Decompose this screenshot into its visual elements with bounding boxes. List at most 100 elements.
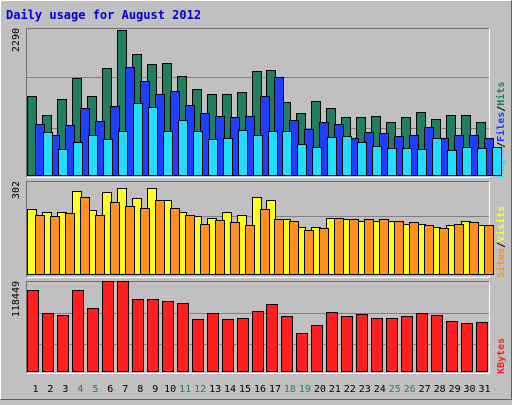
panel-hits-files-pages: 2290Pages/Files/Hits (11, 28, 507, 178)
bar-sites-day-9 (155, 200, 165, 275)
bar-sites-day-4 (80, 197, 90, 275)
bar-sites-day-18 (289, 221, 299, 275)
chart-panels: 2290Pages/Files/Hits302Sites/Visits11844… (11, 28, 507, 374)
legend-separator: / (496, 106, 507, 112)
ymax-label: 302 (11, 181, 22, 199)
day-label-8: 8 (137, 384, 143, 395)
bar-pages-day-22 (357, 142, 367, 176)
day-label-27: 27 (419, 384, 431, 395)
bar-kbytes-day-18 (281, 316, 293, 372)
bar-sites-day-16 (260, 209, 270, 275)
bar-sites-day-15 (245, 225, 255, 275)
bar-pages-day-9 (163, 131, 173, 176)
day-label-28: 28 (434, 384, 446, 395)
bar-sites-day-11 (185, 215, 195, 275)
legend-entry: Visits (495, 206, 507, 242)
day-label-14: 14 (224, 384, 236, 395)
bar-pages-day-19 (312, 147, 322, 176)
day-label-30: 30 (464, 384, 476, 395)
bar-sites-day-27 (424, 225, 434, 275)
bar-pages-day-21 (342, 136, 352, 176)
bar-sites-day-28 (439, 228, 449, 275)
bar-kbytes-day-12 (192, 319, 204, 372)
day-labels: 1 2 3 4 5 6 7 8 9 10 11 12 13 14 15 16 17 18 19 20 21 22 23 24 2… (32, 384, 490, 395)
day-label-9: 9 (152, 384, 158, 395)
day-label-4: 4 (77, 384, 83, 395)
day-label-11: 11 (179, 384, 191, 395)
bar-pages-day-4 (88, 135, 98, 176)
panel-kbytes: 118449 KBytes (11, 281, 507, 374)
day-label-31: 31 (478, 384, 490, 395)
bar-pages-day-24 (387, 148, 397, 176)
panel-visits-sites: 302 Sites/Visits (11, 181, 507, 278)
day-label-10: 10 (164, 384, 176, 395)
day-label-16: 16 (254, 384, 266, 395)
bar-sites-day-12 (200, 224, 210, 275)
bar-sites-day-30 (469, 222, 479, 275)
bar-kbytes-day-2 (42, 313, 54, 372)
bar-pages-day-28 (447, 150, 457, 176)
bar-pages-day-6 (118, 131, 128, 176)
bar-sites-day-26 (409, 222, 419, 275)
bar-pages-day-18 (297, 144, 307, 176)
bar-pages-day-14 (238, 130, 248, 176)
bar-kbytes-day-13 (207, 313, 219, 372)
day-label-5: 5 (92, 384, 98, 395)
bar-pages-day-29 (462, 147, 472, 176)
bar-pages-day-13 (223, 138, 233, 176)
bar-sites-day-19 (304, 230, 314, 275)
day-label-3: 3 (62, 384, 68, 395)
bar-kbytes-day-3 (57, 315, 69, 372)
ymax-label: 118449 (11, 281, 22, 317)
bar-sites-day-20 (319, 228, 329, 275)
bar-kbytes-day-22 (341, 316, 353, 372)
bar-kbytes-day-17 (266, 304, 278, 372)
bar-pages-day-25 (402, 148, 412, 176)
bar-kbytes-day-25 (386, 318, 398, 372)
bar-kbytes-day-24 (371, 318, 383, 372)
bar-kbytes-day-19 (296, 333, 308, 372)
bar-sites-day-22 (349, 219, 359, 275)
bar-sites-day-23 (364, 219, 374, 275)
ymax-label: 2290 (11, 28, 22, 52)
day-label-19: 19 (299, 384, 311, 395)
legend-entry: Sites (495, 248, 507, 278)
bar-kbytes-day-7 (117, 281, 129, 372)
bar-kbytes-day-11 (177, 303, 189, 372)
bar-kbytes-day-21 (326, 312, 338, 372)
bar-sites-day-7 (125, 206, 135, 275)
day-label-25: 25 (389, 384, 401, 395)
bar-kbytes-day-23 (356, 314, 368, 372)
bar-kbytes-day-5 (87, 308, 99, 372)
bar-sites-day-29 (454, 224, 464, 275)
bar-pages-day-15 (253, 135, 263, 176)
day-label-29: 29 (449, 384, 461, 395)
bar-pages-day-11 (193, 131, 203, 176)
legend-separator: / (496, 242, 507, 248)
bar-pages-day-7 (133, 103, 143, 176)
bar-pages-day-2 (58, 149, 68, 176)
bar-sites-day-3 (65, 213, 75, 275)
bar-sites-day-21 (334, 218, 344, 275)
bar-sites-day-1 (35, 215, 45, 275)
bar-kbytes-day-1 (27, 290, 39, 372)
bar-sites-day-14 (230, 222, 240, 275)
bar-pages-day-27 (432, 138, 442, 176)
legend-separator: / (496, 142, 507, 148)
bar-kbytes-day-9 (147, 299, 159, 372)
day-label-26: 26 (404, 384, 416, 395)
day-label-18: 18 (284, 384, 296, 395)
bar-kbytes-day-16 (252, 311, 264, 372)
bar-sites-day-17 (274, 219, 284, 275)
bar-kbytes-day-14 (222, 319, 234, 372)
chart-title: Daily usage for August 2012 (6, 8, 201, 22)
bar-sites-day-25 (394, 221, 404, 275)
bar-kbytes-day-8 (132, 299, 144, 372)
day-label-12: 12 (194, 384, 206, 395)
legend-entry: Files (495, 112, 507, 142)
day-label-23: 23 (359, 384, 371, 395)
legend-entry: KBytes (496, 338, 507, 374)
bar-sites-day-2 (50, 216, 60, 275)
day-label-1: 1 (32, 384, 38, 395)
bar-kbytes-day-26 (401, 316, 413, 372)
